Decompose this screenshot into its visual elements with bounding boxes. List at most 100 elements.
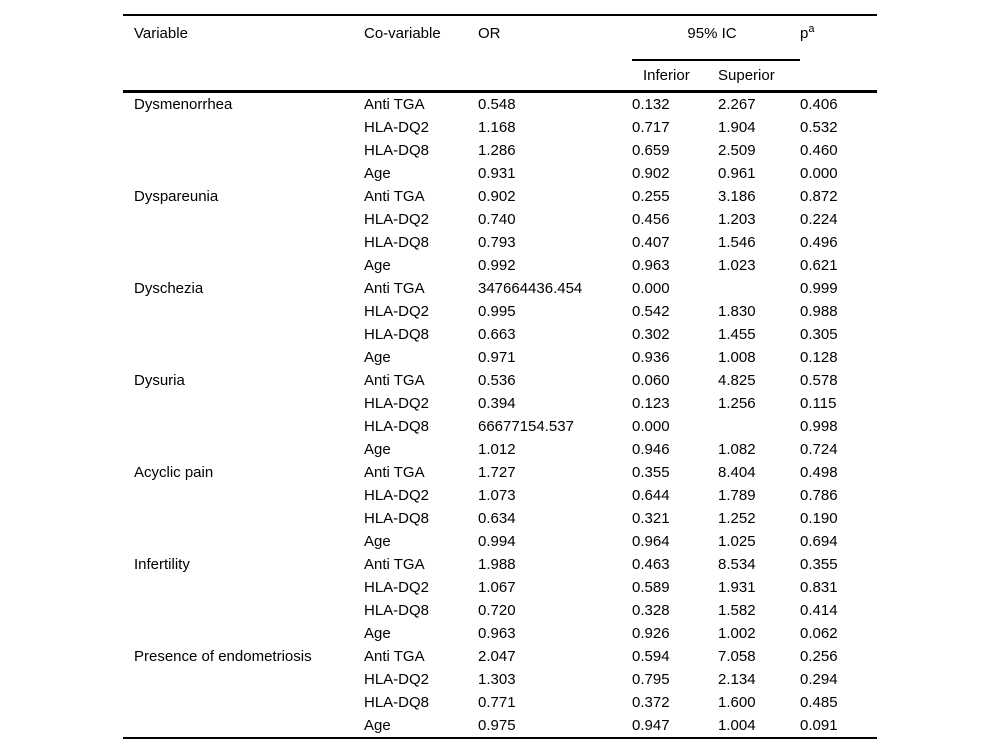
inferior-cell: 0.902	[632, 165, 670, 182]
or-cell: 0.902	[478, 188, 516, 205]
inferior-cell: 0.302	[632, 326, 670, 343]
col-header-co-variable: Co-variable	[364, 25, 441, 42]
co-variable-cell: Anti TGA	[364, 556, 425, 573]
inferior-cell: 0.000	[632, 418, 670, 435]
variable-cell	[123, 622, 364, 645]
table-row: Dyschezia Anti TGA 347664436.454 0.000 0.999	[123, 277, 877, 300]
co-variable-cell: HLA-DQ8	[364, 418, 430, 435]
or-cell: 0.663	[478, 326, 516, 343]
superior-cell: 1.600	[718, 694, 756, 711]
or-cell: 0.995	[478, 303, 516, 320]
or-cell: 0.931	[478, 165, 516, 182]
variable-cell	[123, 668, 364, 691]
inferior-cell: 0.542	[632, 303, 670, 320]
p-cell: 0.256	[800, 648, 838, 665]
variable-cell	[123, 139, 364, 162]
inferior-cell: 0.936	[632, 349, 670, 366]
table-row: Dyspareunia Anti TGA 0.902 0.255 3.186 0.872	[123, 185, 877, 208]
superior-cell	[718, 277, 800, 300]
superior-cell: 2.134	[718, 671, 756, 688]
variable-cell	[123, 300, 364, 323]
co-variable-cell: Anti TGA	[364, 464, 425, 481]
table-row: Infertility Anti TGA 1.988 0.463 8.534 0.355	[123, 553, 877, 576]
header-row-sub: Inferior Superior	[123, 60, 877, 92]
co-variable-cell: HLA-DQ2	[364, 487, 430, 504]
inferior-cell: 0.644	[632, 487, 670, 504]
or-cell: 0.536	[478, 372, 516, 389]
table-header: Variable Co-variable OR 95% IC pa Inferi…	[123, 15, 878, 92]
superior-cell: 1.203	[718, 211, 756, 228]
superior-cell: 1.582	[718, 602, 756, 619]
variable-cell: Presence of endometriosis	[134, 648, 312, 665]
or-cell: 0.634	[478, 510, 516, 527]
table-row: Dysuria Anti TGA 0.536 0.060 4.825 0.578	[123, 369, 877, 392]
co-variable-cell: Age	[364, 349, 391, 366]
inferior-cell: 0.255	[632, 188, 670, 205]
table-row: HLA-DQ2 1.073 0.644 1.789 0.786	[123, 484, 877, 507]
superior-cell: 7.058	[718, 648, 756, 665]
p-cell: 0.578	[800, 372, 838, 389]
inferior-cell: 0.060	[632, 372, 670, 389]
p-cell: 0.532	[800, 119, 838, 136]
col-header-inferior: Inferior	[643, 67, 690, 84]
p-cell: 0.224	[800, 211, 838, 228]
variable-cell: Acyclic pain	[134, 464, 214, 481]
table-row: HLA-DQ8 0.634 0.321 1.252 0.190	[123, 507, 877, 530]
or-cell: 347664436.454	[478, 280, 583, 297]
inferior-cell: 0.594	[632, 648, 670, 665]
p-cell: 0.694	[800, 533, 838, 550]
p-cell: 0.460	[800, 142, 838, 159]
superior-cell	[718, 415, 800, 438]
table-row: HLA-DQ8 0.771 0.372 1.600 0.485	[123, 691, 877, 714]
p-cell: 0.128	[800, 349, 838, 366]
table-row: Age 0.975 0.947 1.004 0.091	[123, 714, 877, 738]
co-variable-cell: HLA-DQ8	[364, 326, 430, 343]
or-cell: 0.548	[478, 96, 516, 113]
co-variable-cell: HLA-DQ2	[364, 211, 430, 228]
inferior-cell: 0.947	[632, 717, 670, 734]
co-variable-cell: Anti TGA	[364, 648, 425, 665]
superior-cell: 8.534	[718, 556, 756, 573]
col-header-or: OR	[478, 25, 501, 42]
p-cell: 0.498	[800, 464, 838, 481]
co-variable-cell: HLA-DQ2	[364, 303, 430, 320]
or-cell: 1.067	[478, 579, 516, 596]
variable-cell	[123, 530, 364, 553]
or-cell: 1.988	[478, 556, 516, 573]
superior-cell: 1.023	[718, 257, 756, 274]
table-row: HLA-DQ8 66677154.537 0.000 0.998	[123, 415, 877, 438]
co-variable-cell: HLA-DQ8	[364, 142, 430, 159]
superior-cell: 2.267	[718, 96, 756, 113]
p-cell: 0.998	[800, 418, 838, 435]
inferior-cell: 0.589	[632, 579, 670, 596]
table-row: Age 0.994 0.964 1.025 0.694	[123, 530, 877, 553]
or-cell: 0.975	[478, 717, 516, 734]
superior-cell: 2.509	[718, 142, 756, 159]
co-variable-cell: Age	[364, 533, 391, 550]
superior-cell: 1.830	[718, 303, 756, 320]
co-variable-cell: Anti TGA	[364, 280, 425, 297]
table-row: HLA-DQ2 1.067 0.589 1.931 0.831	[123, 576, 877, 599]
inferior-cell: 0.964	[632, 533, 670, 550]
p-label: p	[800, 25, 809, 42]
variable-cell	[123, 576, 364, 599]
variable-cell	[123, 484, 364, 507]
inferior-cell: 0.000	[632, 280, 670, 297]
or-cell: 66677154.537	[478, 418, 574, 435]
inferior-cell: 0.123	[632, 395, 670, 412]
inferior-cell: 0.328	[632, 602, 670, 619]
inferior-cell: 0.946	[632, 441, 670, 458]
or-cell: 0.740	[478, 211, 516, 228]
table-row: HLA-DQ2 1.303 0.795 2.134 0.294	[123, 668, 877, 691]
variable-cell	[123, 714, 364, 738]
co-variable-cell: HLA-DQ8	[364, 234, 430, 251]
inferior-cell: 0.963	[632, 257, 670, 274]
inferior-cell: 0.717	[632, 119, 670, 136]
inferior-cell: 0.372	[632, 694, 670, 711]
p-cell: 0.000	[800, 165, 838, 182]
superior-cell: 1.008	[718, 349, 756, 366]
col-header-p: pa	[800, 15, 877, 92]
variable-cell	[123, 346, 364, 369]
superior-cell: 3.186	[718, 188, 756, 205]
co-variable-cell: Anti TGA	[364, 96, 425, 113]
